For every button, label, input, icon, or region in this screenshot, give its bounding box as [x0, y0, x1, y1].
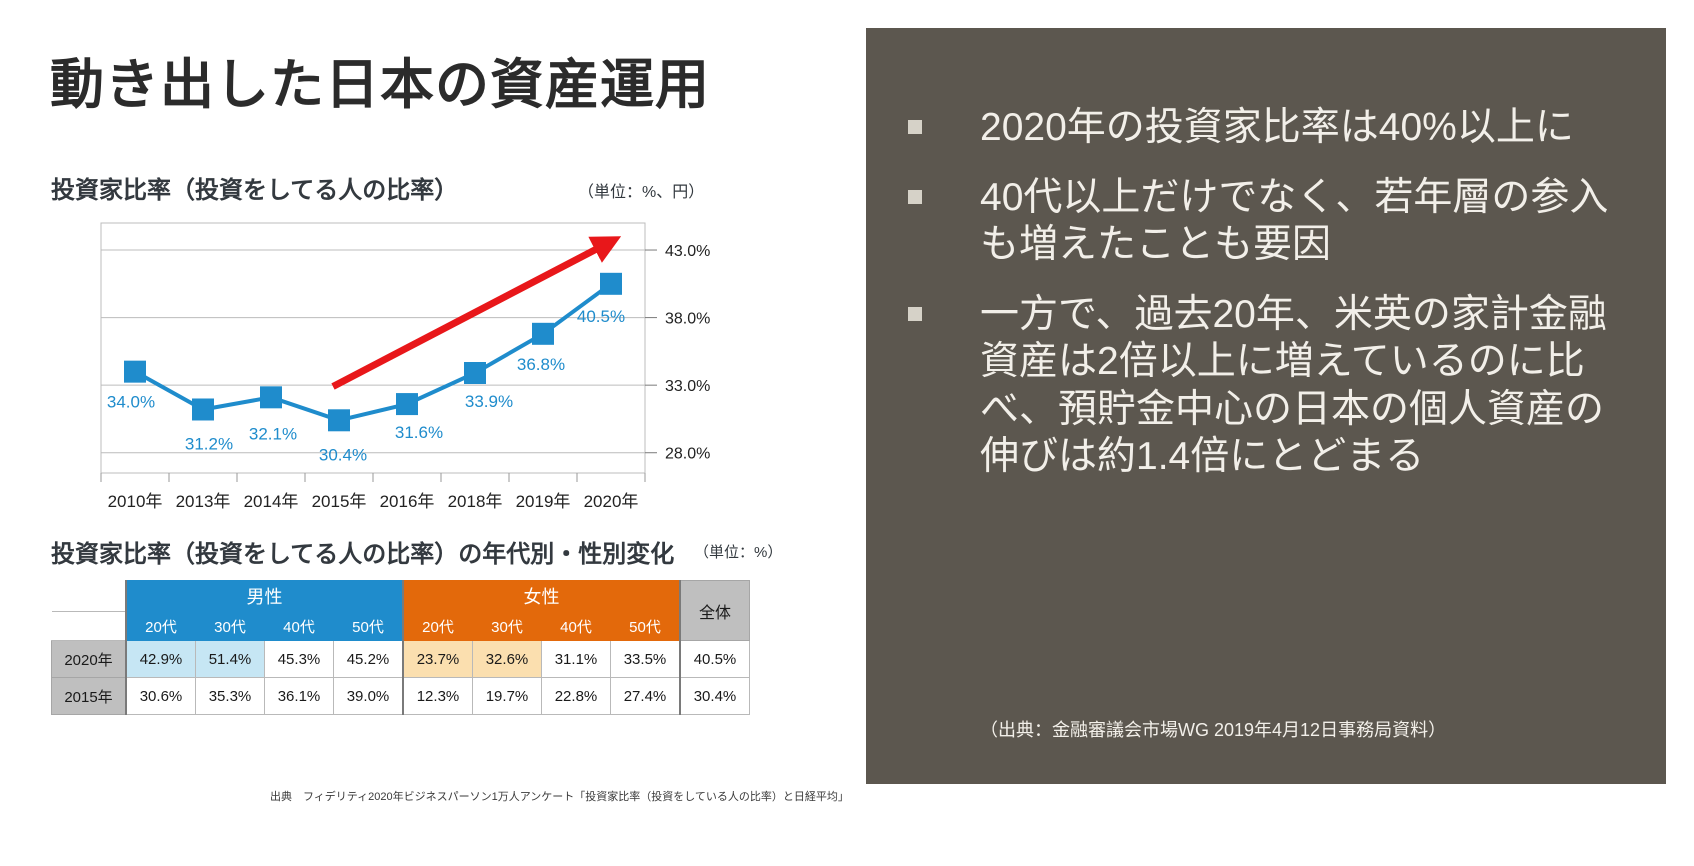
- y-axis-tick-label: 43.0%: [665, 243, 710, 260]
- y-axis-tick-label: 33.0%: [665, 378, 710, 395]
- age-header-female-30: 30代: [472, 611, 542, 641]
- cell-2020-female-40: 31.1%: [541, 640, 611, 678]
- cell-2020-male-30: 51.4%: [195, 640, 265, 678]
- age-gender-table: 男性 女性 全体 20代 30代 40代 50代 20代 30代 40代 50代…: [51, 580, 750, 715]
- age-header-male-40: 40代: [264, 611, 334, 641]
- data-point-marker: [328, 409, 350, 432]
- investor-ratio-line-chart: 28.0% 33.0% 38.0% 43.0% 34.0% 31.2% 32.1% 30.4…: [85, 215, 745, 515]
- data-point-marker: [532, 322, 554, 345]
- cell-2015-female-30: 19.7%: [472, 677, 542, 715]
- table-group-header-row: 男性 女性 全体: [51, 580, 750, 641]
- table-corner-cell: [51, 580, 127, 612]
- panel-source-note: （出典：金融審議会市場WG 2019年4月12日事務局資料）: [980, 720, 1447, 740]
- x-axis-category-label: 2015年: [312, 492, 367, 511]
- x-axis-category-label: 2013年: [176, 492, 231, 511]
- age-header-female-40: 40代: [541, 611, 611, 641]
- group-header-total: 全体: [679, 580, 750, 641]
- bullet-list: 2020年の投資家比率は40%以上に 40代以上だけでなく、若年層の参入も増えた…: [908, 104, 1628, 503]
- table-row: 2015年 30.6% 35.3% 36.1% 39.0% 12.3% 19.7…: [51, 677, 750, 715]
- data-point-label: 34.0%: [107, 393, 155, 412]
- x-axis-category-label: 2020年: [584, 492, 639, 511]
- chart1-title: 投資家比率（投資をしてる人の比率）: [51, 177, 459, 204]
- group-header-female: 女性: [402, 580, 681, 612]
- table-corner-cell-2: [51, 611, 127, 641]
- age-header-female-20: 20代: [402, 611, 473, 641]
- cell-2015-female-40: 22.8%: [541, 677, 611, 715]
- data-point-marker: [124, 360, 146, 383]
- cell-2015-female-50: 27.4%: [610, 677, 681, 715]
- data-point-marker: [464, 362, 486, 384]
- data-point-marker: [192, 398, 214, 421]
- cell-2015-male-30: 35.3%: [195, 677, 265, 715]
- list-item: 40代以上だけでなく、若年層の参入も増えたことも要因: [908, 174, 1628, 269]
- age-header-male-20: 20代: [125, 611, 196, 641]
- bullet-square-icon: [908, 120, 922, 134]
- cell-2020-total: 40.5%: [679, 640, 750, 678]
- cell-2015-male-50: 39.0%: [333, 677, 404, 715]
- bullet-square-icon: [908, 306, 922, 321]
- x-axis-category-label: 2018年: [448, 492, 503, 511]
- cell-2020-female-20: 23.7%: [402, 640, 473, 678]
- list-item: 一方で、過去20年、米英の家計金融資産は2倍以上に増えているのに比べ、預貯金中心…: [908, 291, 1628, 481]
- source-note: 出典 フィデリティ2020年ビジネスパーソン1万人アンケート「投資家比率（投資を…: [270, 791, 849, 803]
- data-point-marker: [396, 393, 418, 416]
- table-age-header-row: 20代 30代 40代 50代 20代 30代 40代 50代: [51, 611, 750, 641]
- y-axis-tick-label: 28.0%: [665, 446, 710, 463]
- cell-2015-female-20: 12.3%: [402, 677, 473, 715]
- gridlines: [101, 249, 645, 454]
- table-row: 2020年 42.9% 51.4% 45.3% 45.2% 23.7% 32.6…: [51, 640, 750, 678]
- x-axis-category-label: 2014年: [244, 492, 299, 511]
- x-axis-category-label: 2016年: [380, 492, 435, 511]
- data-point-label: 31.6%: [395, 423, 443, 442]
- trend-arrow-annotation: [331, 236, 622, 390]
- data-point-label: 33.9%: [465, 392, 513, 411]
- chart1-unit-label: （単位：%、円）: [578, 184, 705, 201]
- age-header-female-50: 50代: [610, 611, 681, 641]
- cell-2015-male-20: 30.6%: [125, 677, 196, 715]
- row-header-2015: 2015年: [51, 677, 127, 715]
- x-axis-ticks: [100, 473, 646, 482]
- data-point-label: 40.5%: [577, 307, 625, 326]
- cell-2020-male-50: 45.2%: [333, 640, 404, 678]
- data-point-marker: [600, 272, 622, 295]
- cell-2020-female-50: 33.5%: [610, 640, 681, 678]
- data-point-label: 31.2%: [185, 434, 233, 453]
- summary-panel: 2020年の投資家比率は40%以上に 40代以上だけでなく、若年層の参入も増えた…: [866, 28, 1666, 784]
- data-line: [134, 282, 613, 423]
- cell-2020-male-40: 45.3%: [264, 640, 334, 678]
- bullet-square-icon: [908, 189, 922, 204]
- y-axis-ticks: 28.0% 33.0% 38.0% 43.0%: [645, 243, 710, 463]
- cell-2015-male-40: 36.1%: [264, 677, 334, 715]
- cell-2020-female-30: 32.6%: [472, 640, 542, 678]
- page-title: 動き出した日本の資産運用: [50, 55, 710, 115]
- left-content-column: 動き出した日本の資産運用 投資家比率（投資をしてる人の比率） （単位：%、円） …: [50, 55, 849, 803]
- age-header-male-50: 50代: [333, 611, 404, 641]
- bullet-text: 2020年の投資家比率は40%以上に: [980, 106, 1574, 149]
- data-point-label: 32.1%: [249, 424, 297, 443]
- chart2-title: 投資家比率（投資をしてる人の比率）の年代別・性別変化: [51, 541, 675, 568]
- data-point-marker: [260, 386, 282, 409]
- cell-2015-total: 30.4%: [679, 677, 750, 715]
- data-markers: [124, 272, 622, 432]
- chart2-unit-label: （単位：%）: [694, 544, 783, 561]
- group-header-male: 男性: [125, 580, 404, 612]
- bullet-text: 40代以上だけでなく、若年層の参入も増えたことも要因: [980, 175, 1609, 267]
- x-axis-labels: 2010年 2013年 2014年 2015年 2016年 2018年 2019年 2020年: [108, 492, 639, 511]
- cell-2020-male-20: 42.9%: [125, 640, 196, 678]
- y-axis-tick-label: 38.0%: [665, 311, 710, 328]
- row-header-2020: 2020年: [51, 640, 127, 678]
- line-chart-svg: 28.0% 33.0% 38.0% 43.0% 34.0% 31.2% 32.1% 30.4…: [100, 222, 710, 511]
- data-labels: 34.0% 31.2% 32.1% 30.4% 31.6% 33.9%36.8% 40.5%: [107, 307, 625, 464]
- bullet-text: 一方で、過去20年、米英の家計金融資産は2倍以上に増えているのに比べ、預貯金中心…: [980, 292, 1607, 479]
- list-item: 2020年の投資家比率は40%以上に: [908, 104, 1628, 152]
- age-header-male-30: 30代: [195, 611, 265, 641]
- x-axis-category-label: 2010年: [108, 492, 163, 511]
- data-point-label: 36.8%: [517, 355, 565, 374]
- plot-area: [100, 222, 646, 474]
- data-point-label: 30.4%: [319, 445, 367, 464]
- x-axis-category-label: 2019年: [516, 492, 571, 511]
